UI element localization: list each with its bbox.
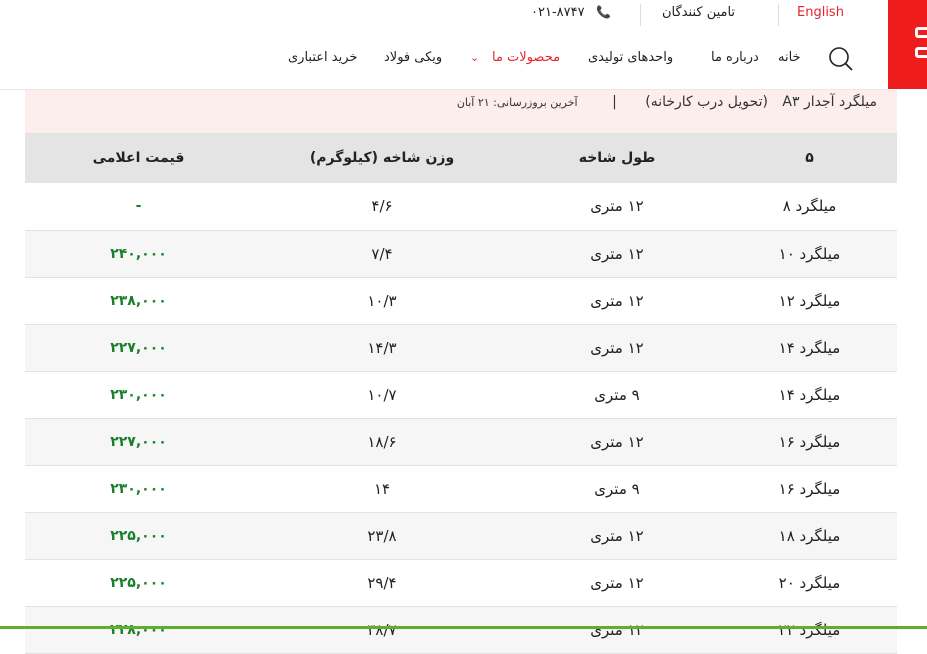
price: ۲۲۸,۰۰۰ [25, 606, 252, 654]
last-updated: آخرین بروزرسانی: ۲۱ آبان [456, 96, 578, 109]
product-name: میلگرد ۱۲ [722, 277, 897, 325]
column-header: قیمت اعلامی [25, 133, 252, 183]
price: ۲۳۰,۰۰۰ [25, 371, 252, 419]
nav-home[interactable]: خانه [778, 50, 801, 65]
chevron-down-icon[interactable]: ⌄ [470, 51, 480, 64]
product-name: میلگرد ۲۲ [722, 606, 897, 654]
weight: ۱۰/۷ [252, 371, 512, 419]
nav-credit-purchase[interactable]: خرید اعتباری [288, 50, 358, 65]
product-name: میلگرد ۱۴ [722, 324, 897, 372]
product-name: میلگرد ۱۸ [722, 512, 897, 560]
weight: ۱۰/۳ [252, 277, 512, 325]
weight: ۲۹/۴ [252, 559, 512, 607]
product-name: میلگرد ۸ [722, 183, 897, 231]
weight: ۷/۴ [252, 230, 512, 278]
banner-title: میلگرد آجدار A۳ [782, 94, 877, 110]
price: ۲۲۵,۰۰۰ [25, 559, 252, 607]
language-link[interactable]: English [797, 5, 844, 20]
price: ۲۲۷,۰۰۰ [25, 418, 252, 466]
weight: ۳۸/۷ [252, 606, 512, 654]
phone-icon: 📞 [596, 5, 611, 19]
price: ۲۲۷,۰۰۰ [25, 324, 252, 372]
price: ۲۴۰,۰۰۰ [25, 230, 252, 278]
column-header: ۵ [722, 133, 897, 183]
scrollbar-track [0, 626, 927, 629]
divider [778, 4, 779, 26]
length: ۹ متری [512, 465, 722, 513]
top-bar: English تامین کنندگان 📞 ۰۲۱-۸۷۴۷ [0, 0, 888, 28]
price-banner: میلگرد آجدار A۳ (تحویل درب کارخانه) | آخ… [25, 90, 897, 133]
table-row: میلگرد ۱۶ ۱۲ متری ۱۸/۶ ۲۲۷,۰۰۰ [25, 418, 897, 466]
table-row: میلگرد ۲۲ ۱۲ متری ۳۸/۷ ۲۲۸,۰۰۰ [25, 606, 897, 654]
length: ۹ متری [512, 371, 722, 419]
weight: ۱۸/۶ [252, 418, 512, 466]
price: ۲۲۵,۰۰۰ [25, 512, 252, 560]
table-row: میلگرد ۲۰ ۱۲ متری ۲۹/۴ ۲۲۵,۰۰۰ [25, 559, 897, 607]
suppliers-link[interactable]: تامین کنندگان [662, 5, 736, 20]
product-name: میلگرد ۱۴ [722, 371, 897, 419]
menu-icon [915, 27, 927, 38]
table-row: میلگرد ۸ ۱۲ متری ۴/۶- [25, 183, 897, 231]
product-name: میلگرد ۲۰ [722, 559, 897, 607]
price: ۲۳۰,۰۰۰ [25, 465, 252, 513]
price: ۲۳۸,۰۰۰ [25, 277, 252, 325]
length: ۱۲ متری [512, 559, 722, 607]
product-name: میلگرد ۱۶ [722, 418, 897, 466]
weight: ۲۳/۸ [252, 512, 512, 560]
price: - [25, 183, 252, 231]
nav-products[interactable]: محصولات ما [492, 50, 561, 65]
weight: ۴/۶ [252, 183, 512, 231]
divider [0, 89, 888, 90]
banner-subtitle: (تحویل درب کارخانه) [645, 94, 768, 110]
divider [640, 4, 641, 26]
length: ۱۲ متری [512, 277, 722, 325]
table-row: میلگرد ۱۴ ۱۲ متری ۱۴/۳ ۲۲۷,۰۰۰ [25, 324, 897, 372]
column-header: وزن شاخه (کیلوگرم) [252, 133, 512, 183]
search-icon[interactable] [828, 46, 854, 72]
weight: ۱۴/۳ [252, 324, 512, 372]
nav-production-units[interactable]: واحدهای تولیدی [588, 50, 674, 65]
weight: ۱۴ [252, 465, 512, 513]
length: ۱۲ متری [512, 183, 722, 231]
length: ۱۲ متری [512, 512, 722, 560]
phone-number[interactable]: ۰۲۱-۸۷۴۷ [531, 5, 585, 20]
menu-button[interactable] [888, 0, 927, 89]
length: ۱۲ متری [512, 606, 722, 654]
table-row: میلگرد ۱۸ ۱۲ متری ۲۳/۸ ۲۲۵,۰۰۰ [25, 512, 897, 560]
product-name: میلگرد ۱۶ [722, 465, 897, 513]
product-name: میلگرد ۱۰ [722, 230, 897, 278]
price-table: ۵ طول شاخه وزن شاخه (کیلوگرم) قیمت اعلام… [25, 133, 897, 654]
table-row: میلگرد ۱۶ ۹ متری ۱۴ ۲۳۰,۰۰۰ [25, 465, 897, 513]
nav-about[interactable]: درباره ما [711, 50, 759, 65]
menu-icon [915, 47, 927, 58]
table-row: میلگرد ۱۲ ۱۲ متری ۱۰/۳ ۲۳۸,۰۰۰ [25, 277, 897, 325]
table-row: میلگرد ۱۰ ۱۲ متری ۷/۴ ۲۴۰,۰۰۰ [25, 230, 897, 278]
table-row: میلگرد ۱۴ ۹ متری ۱۰/۷ ۲۳۰,۰۰۰ [25, 371, 897, 419]
column-header: طول شاخه [512, 133, 722, 183]
length: ۱۲ متری [512, 230, 722, 278]
nav-wiki[interactable]: ویکی فولاد [384, 50, 443, 65]
length: ۱۲ متری [512, 418, 722, 466]
length: ۱۲ متری [512, 324, 722, 372]
divider: | [612, 94, 617, 110]
